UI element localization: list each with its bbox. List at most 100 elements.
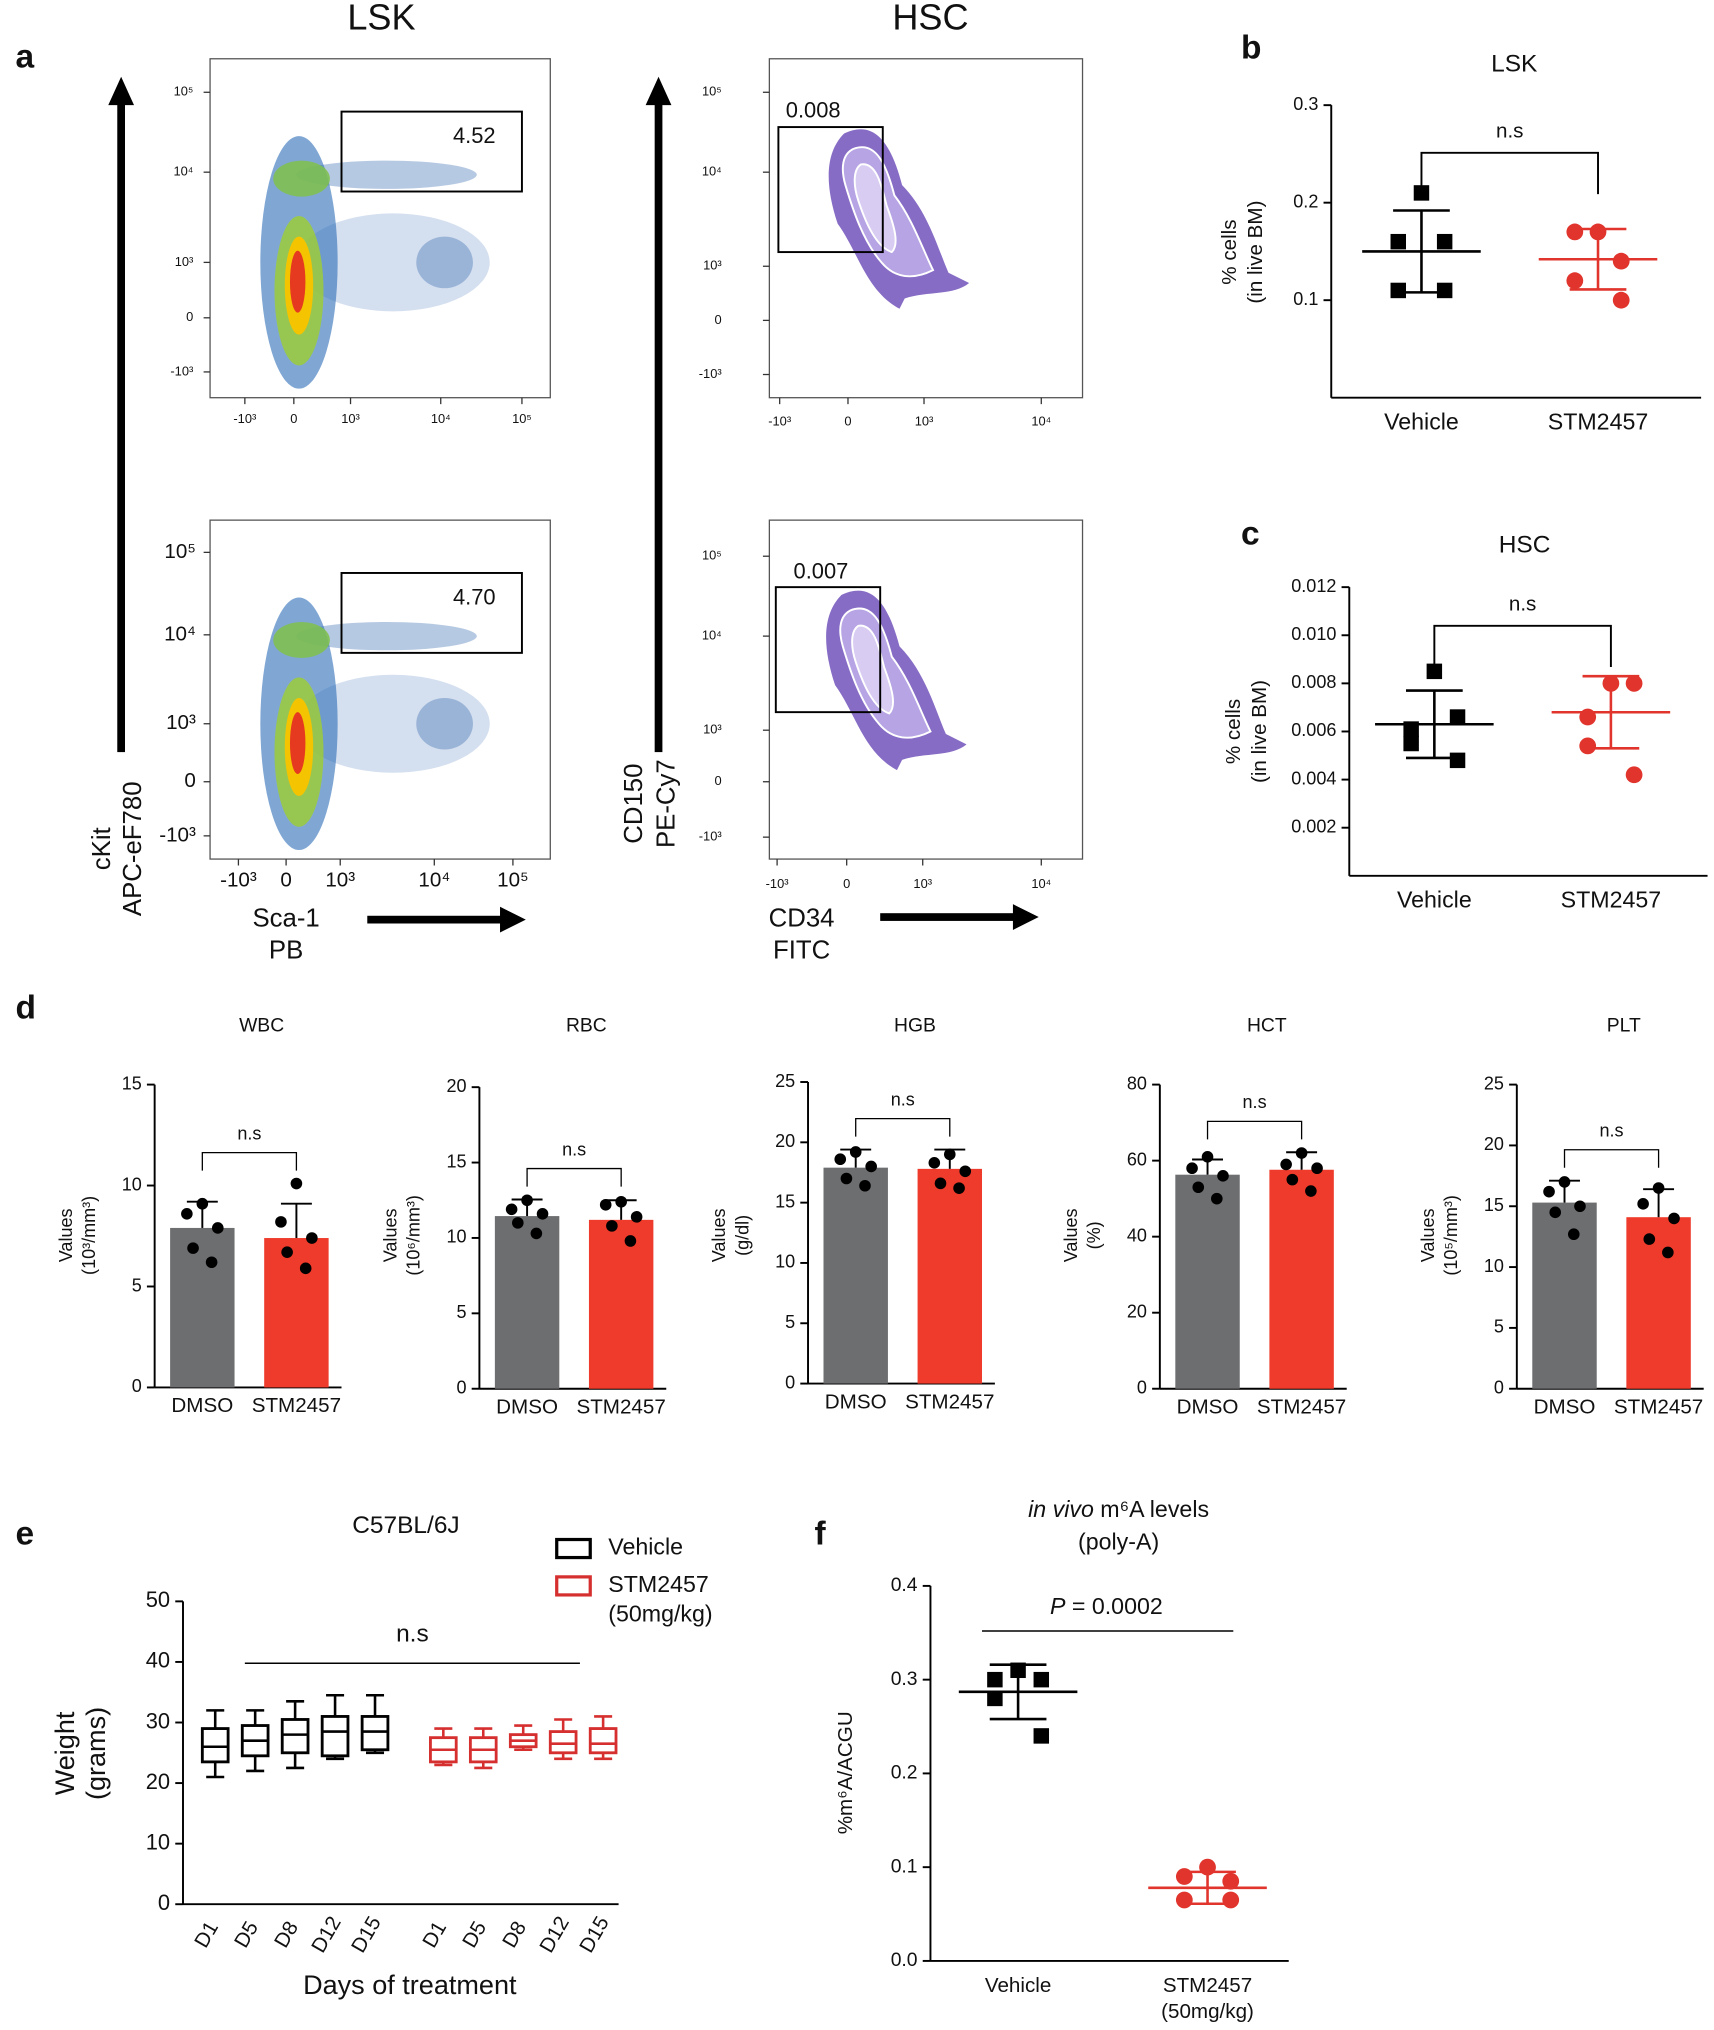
y-tick-label: 10⁴ xyxy=(164,622,196,645)
y-tick-label: 10³ xyxy=(175,254,194,269)
column-header: HSC xyxy=(892,0,968,38)
chart-title: LSK xyxy=(1491,51,1538,78)
x-tick-label: D5 xyxy=(458,1917,491,1951)
y-tick-label: 0 xyxy=(184,769,195,792)
data-point xyxy=(1574,1200,1586,1213)
data-point xyxy=(1543,1185,1555,1198)
annotation: n.s xyxy=(1509,593,1537,616)
annotation: n.s xyxy=(891,1089,915,1109)
y-tick-label: 0.3 xyxy=(1293,94,1318,114)
data-point xyxy=(834,1153,847,1166)
data-point xyxy=(1186,1162,1198,1175)
x-tick-label: 10⁵ xyxy=(512,411,532,426)
y-tick-label: 15 xyxy=(1484,1195,1504,1215)
y-tick-label: 60 xyxy=(1127,1149,1147,1169)
y-tick-label: 20 xyxy=(1484,1134,1504,1154)
y-tick-label: 0.010 xyxy=(1291,624,1336,644)
y-tick-label: 20 xyxy=(446,1076,466,1096)
chart-title: in vivo m⁶A levels xyxy=(1028,1496,1209,1522)
y-tick-label: -10³ xyxy=(170,363,194,378)
chart-title: HSC xyxy=(1499,531,1551,558)
x-tick-label: -10³ xyxy=(768,414,792,429)
flow-arrows xyxy=(108,76,1039,933)
x-tick-label: Vehicle xyxy=(985,1974,1051,1997)
x-tick-label: 10³ xyxy=(341,411,360,426)
x-axis-label: Days of treatment xyxy=(303,1970,517,2000)
data-point xyxy=(1280,1158,1292,1171)
y-tick-label: -10³ xyxy=(699,829,723,844)
data-point xyxy=(1612,252,1630,270)
y-axis-label: cKit xyxy=(88,827,116,870)
y-tick-label: 0.006 xyxy=(1291,720,1336,740)
y-tick-label: 20 xyxy=(146,1769,170,1794)
data-point xyxy=(1625,674,1643,692)
data-point xyxy=(211,1222,224,1234)
data-point xyxy=(1311,1162,1323,1175)
box xyxy=(320,1715,350,1758)
data-point xyxy=(859,1179,871,1192)
y-tick-label: 0 xyxy=(1494,1377,1504,1397)
legend-swatch xyxy=(555,1537,592,1560)
y-tick-label: 0 xyxy=(785,1372,795,1392)
data-point xyxy=(624,1235,637,1247)
title-part: m⁶A levels xyxy=(1100,1496,1209,1522)
x-tick-label: D5 xyxy=(230,1917,263,1951)
y-tick-label: 10³ xyxy=(703,258,722,273)
x-tick-label: -10³ xyxy=(766,876,790,891)
y-tick-label: 0.002 xyxy=(1291,816,1336,836)
y-tick-label: 0 xyxy=(132,1376,142,1396)
panel-label: e xyxy=(15,1515,34,1552)
data-point xyxy=(615,1195,627,1208)
y-tick-label: 20 xyxy=(775,1131,795,1151)
y-axis-label: (10⁶/mm³) xyxy=(404,1195,424,1276)
data-point xyxy=(1033,1671,1050,1688)
x-tick-label: Vehicle xyxy=(1384,409,1459,435)
significance-bracket xyxy=(526,1167,622,1187)
data-point xyxy=(630,1211,643,1223)
gate xyxy=(777,126,884,254)
legend-label: STM2457 xyxy=(608,1571,709,1597)
y-tick-label: 10⁴ xyxy=(702,628,722,643)
y-axis-label: PE-Cy7 xyxy=(652,759,680,848)
annotation: n.s xyxy=(1243,1092,1267,1112)
annotation-part: = 0.0002 xyxy=(1072,1593,1163,1619)
y-tick-label: 0.012 xyxy=(1291,576,1336,596)
y-tick-label: 5 xyxy=(1494,1317,1504,1337)
x-tick-label: D12 xyxy=(307,1912,346,1956)
x-tick-label: D15 xyxy=(347,1912,386,1956)
flow-density xyxy=(827,128,971,310)
y-tick-label: 0.008 xyxy=(1291,672,1336,692)
y-tick-label: 5 xyxy=(785,1312,795,1332)
y-tick-label: 10 xyxy=(146,1829,170,1854)
x-tick-label: Vehicle xyxy=(1397,887,1472,913)
y-tick-label: 10 xyxy=(122,1174,142,1194)
x-tick-label: 10³ xyxy=(915,414,934,429)
x-tick-label: DMSO xyxy=(825,1390,887,1413)
data-point xyxy=(849,1146,862,1158)
x-tick-label: 10⁵ xyxy=(497,868,528,891)
y-tick-label: 10⁵ xyxy=(164,540,195,563)
y-axis-label: (10³/mm³) xyxy=(79,1196,99,1275)
chart-title: C57BL/6J xyxy=(352,1512,459,1539)
data-point xyxy=(205,1256,218,1269)
panel-label: f xyxy=(814,1515,826,1552)
y-tick-label: 0 xyxy=(186,309,193,324)
y-tick-label: 10⁵ xyxy=(174,84,194,99)
data-point xyxy=(1662,1246,1674,1259)
x-tick-label: 10⁴ xyxy=(431,411,451,426)
significance-bracket xyxy=(1420,151,1599,195)
data-point xyxy=(1612,291,1630,309)
box xyxy=(548,1730,578,1755)
y-axis-label: Values xyxy=(56,1208,76,1262)
significance-bracket xyxy=(1206,1120,1303,1140)
flow-frame xyxy=(768,519,1084,860)
panel-label: d xyxy=(15,990,35,1027)
x-tick-label: 10⁴ xyxy=(418,868,450,891)
y-tick-label: 0.1 xyxy=(891,1856,918,1877)
y-tick-label: 10⁴ xyxy=(173,164,193,179)
data-point xyxy=(196,1197,209,1210)
annotation: n.s xyxy=(1496,120,1524,143)
x-tick-label: STM2457 xyxy=(1561,887,1662,913)
x-tick-label: D8 xyxy=(498,1917,531,1951)
x-tick-label: DMSO xyxy=(1177,1395,1239,1418)
